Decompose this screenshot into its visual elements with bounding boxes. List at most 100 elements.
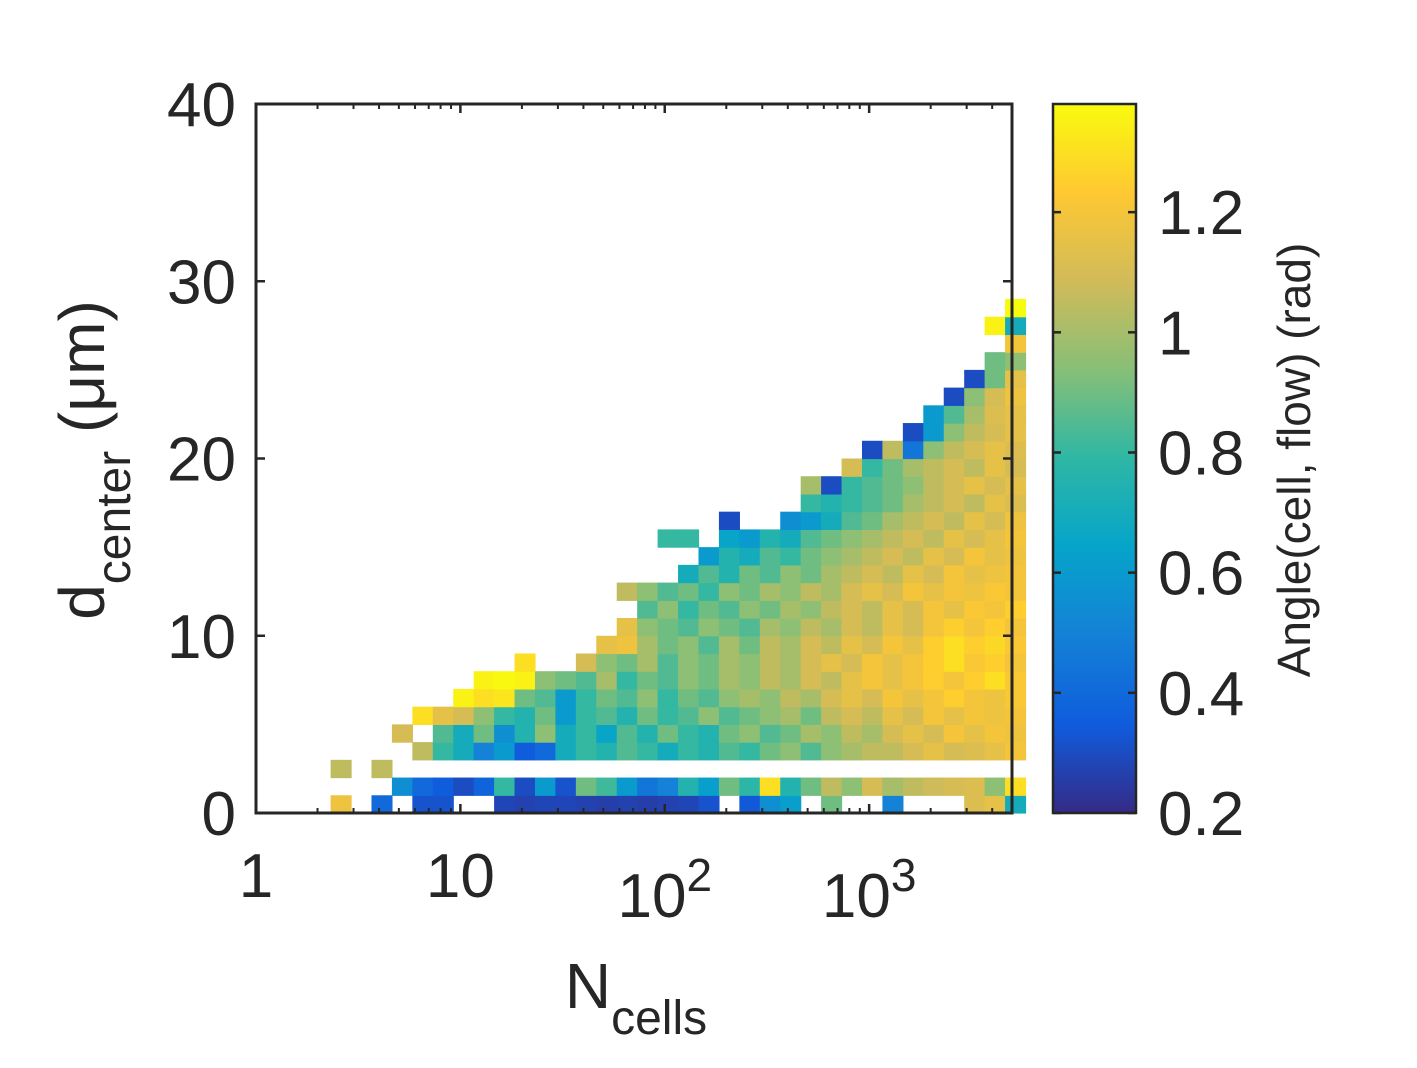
heatmap-cell: [902, 440, 924, 460]
heatmap-cell: [739, 777, 761, 796]
heatmap-cell: [575, 724, 597, 743]
plot-area-frame: [254, 102, 1014, 815]
heatmap-cell: [780, 777, 802, 796]
heatmap-cell: [902, 618, 924, 637]
heatmap-cell: [780, 635, 802, 655]
heatmap-cell: [984, 547, 1006, 566]
heatmap-cell: [330, 795, 352, 814]
colorbar-label: Angle(cell, flow) (rad): [1268, 243, 1320, 678]
heatmap-cell: [1005, 724, 1027, 743]
x-tick-label-exponent: 2: [686, 849, 712, 901]
heatmap-cell: [637, 582, 659, 601]
heatmap-cell: [943, 511, 965, 530]
heatmap-cell: [964, 777, 986, 796]
heatmap-cell: [902, 458, 924, 477]
heatmap-cell: [902, 635, 924, 655]
heatmap-cell: [596, 635, 618, 655]
heatmap-cell: [841, 635, 863, 655]
colorbar-tick-label: 0.4: [1158, 660, 1244, 729]
heatmap-cell: [943, 405, 965, 424]
heatmap-cell: [698, 547, 720, 566]
heatmap-cell: [984, 635, 1006, 655]
heatmap-cell: [555, 795, 577, 814]
y-axis-label-main: d: [46, 584, 118, 620]
heatmap-cell: [555, 706, 577, 725]
heatmap-cell: [861, 493, 884, 513]
heatmap-cell: [657, 582, 679, 601]
heatmap-cell: [637, 795, 659, 814]
heatmap-cell: [841, 564, 863, 584]
heatmap-cell: [1005, 529, 1027, 548]
heatmap-cell: [902, 671, 924, 690]
heatmap-cell: [923, 742, 945, 761]
heatmap-cell: [1005, 795, 1027, 814]
heatmap-cell: [861, 777, 884, 796]
heatmap-cell: [923, 688, 945, 708]
heatmap-cell: [780, 582, 802, 601]
heatmap-cell: [371, 759, 393, 779]
heatmap-cell: [984, 476, 1006, 495]
heatmap-cell: [739, 688, 761, 708]
colorbar-ticks: [1053, 210, 1136, 815]
heatmap-cell: [698, 795, 720, 814]
heatmap-cell: [616, 706, 638, 725]
heatmap-cell: [1005, 334, 1027, 353]
heatmap-cell: [964, 600, 986, 619]
heatmap-cell: [759, 635, 781, 655]
heatmap-cell: [943, 582, 965, 601]
heatmap-cell: [739, 653, 761, 672]
heatmap-cell: [698, 582, 720, 601]
y-tick-label: 10: [167, 603, 236, 672]
heatmap-cell: [882, 688, 904, 708]
x-tick-label: 102: [617, 849, 712, 931]
heatmap-cell: [678, 564, 700, 584]
heatmap-cell: [984, 777, 1006, 796]
heatmap-cell: [923, 476, 945, 495]
heatmap-cell: [800, 688, 822, 708]
heatmap-cell: [678, 795, 700, 814]
heatmap-cell: [494, 706, 516, 725]
heatmap-cell: [841, 618, 863, 637]
heatmap-cell: [1005, 582, 1027, 601]
heatmap-cell: [678, 600, 700, 619]
heatmap-cell: [432, 724, 454, 743]
heatmap-cell: [596, 671, 618, 690]
heatmap-cell: [861, 671, 884, 690]
heatmap-cell: [964, 529, 986, 548]
heatmap-cell: [494, 742, 516, 761]
heatmap-cell: [616, 724, 638, 743]
heatmap-cell: [616, 671, 638, 690]
heatmap-cell: [453, 724, 475, 743]
heatmap-cell: [841, 724, 863, 743]
heatmap-cell: [821, 653, 843, 672]
colorbar: [1051, 102, 1138, 815]
heatmap-cell: [943, 742, 965, 761]
heatmap-cell: [964, 671, 986, 690]
heatmap-cell: [759, 547, 781, 566]
heatmap-cell: [964, 423, 986, 442]
heatmap-cell: [800, 671, 822, 690]
heatmap-cell: [821, 671, 843, 690]
x-tick-label-exponent: 3: [891, 849, 917, 901]
heatmap-cell: [882, 706, 904, 725]
heatmap-cell: [923, 458, 945, 477]
heatmap-cell: [943, 458, 965, 477]
heatmap-cell: [923, 600, 945, 619]
heatmap-cell: [821, 493, 843, 513]
heatmap-cell: [964, 618, 986, 637]
heatmap-cell: [371, 795, 393, 814]
heatmap-cell: [473, 688, 495, 708]
heatmap-cell: [821, 529, 843, 548]
heatmap-cell: [1005, 476, 1027, 495]
heatmap-cell: [514, 688, 536, 708]
heatmap-cell: [657, 777, 679, 796]
heatmap-cell: [678, 777, 700, 796]
heatmap-cell: [800, 706, 822, 725]
heatmap-cell: [678, 653, 700, 672]
heatmap-cell: [902, 529, 924, 548]
colorbar-tick-labels: 0.2 0.4 0.6 0.8 1 1.2: [1158, 179, 1244, 849]
heatmap-cell: [984, 582, 1006, 601]
heatmap-cell: [943, 600, 965, 619]
heatmap-cell: [637, 724, 659, 743]
heatmap-cell: [923, 618, 945, 637]
